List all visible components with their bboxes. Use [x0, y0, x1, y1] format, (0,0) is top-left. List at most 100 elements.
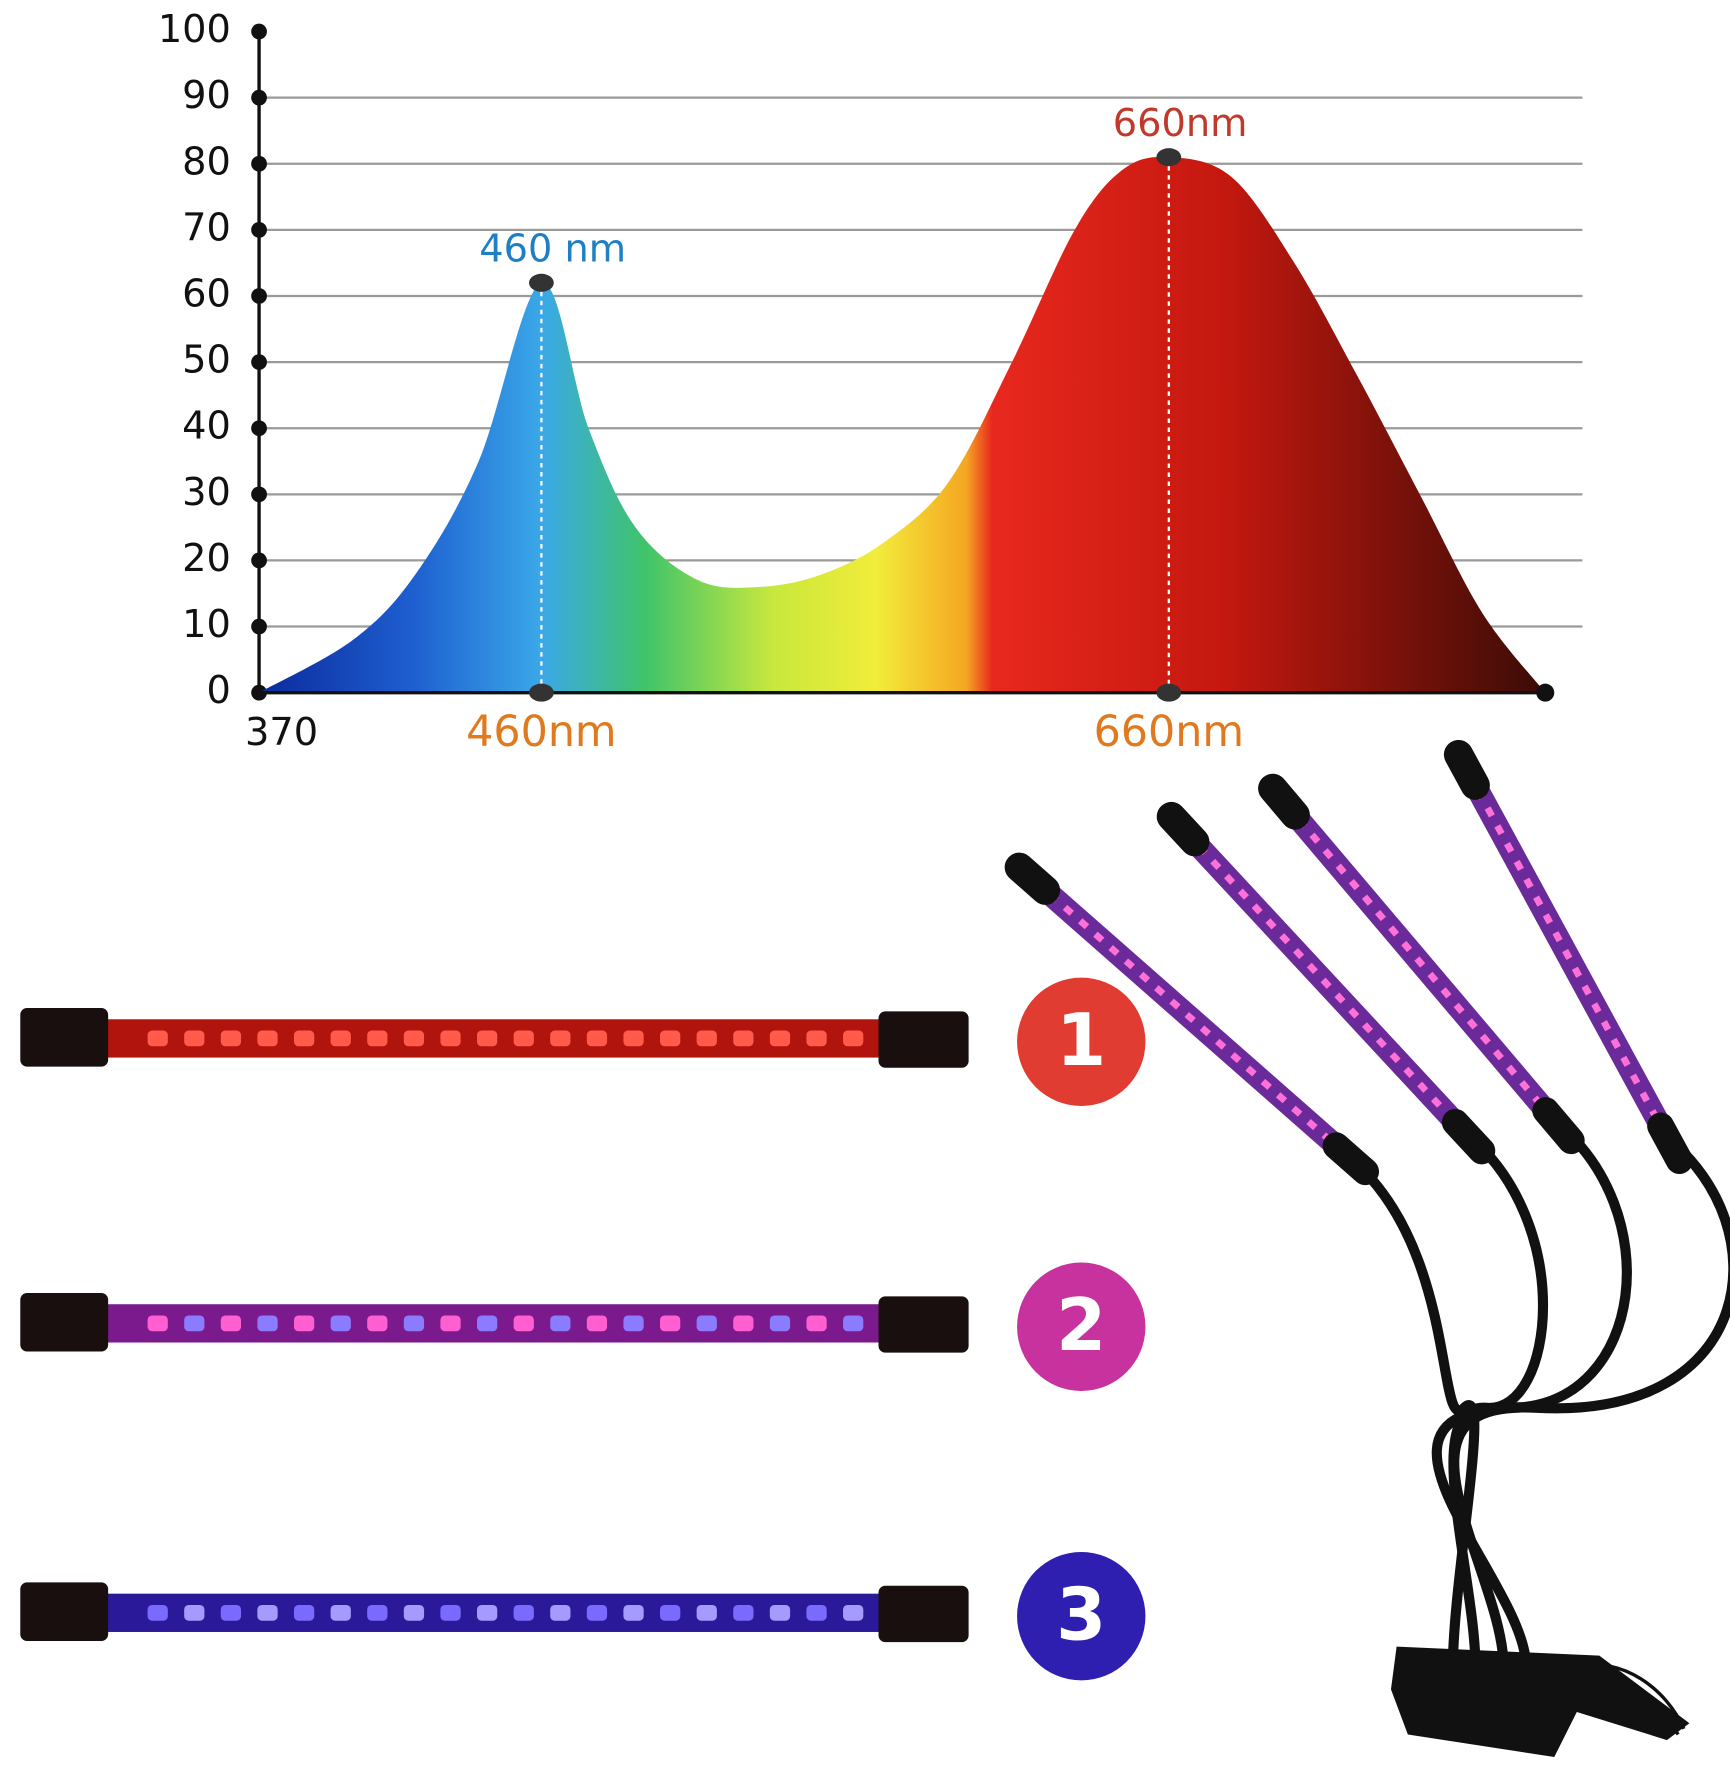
y-tick-label: 80	[182, 139, 231, 184]
led	[696, 1604, 717, 1621]
led	[293, 1315, 315, 1332]
lamp-joint	[1322, 1132, 1380, 1186]
end-cap	[878, 1296, 969, 1353]
end-cap	[878, 1585, 969, 1643]
base-marker	[529, 683, 554, 702]
led	[623, 1604, 644, 1621]
spectrum-area	[259, 156, 1546, 693]
gooseneck	[1449, 1116, 1632, 1667]
led	[476, 1315, 498, 1332]
end-cap	[20, 1008, 109, 1067]
led	[769, 1315, 791, 1332]
lamp-cap	[1156, 801, 1210, 857]
led	[330, 1030, 351, 1047]
led	[843, 1604, 864, 1621]
led	[257, 1315, 278, 1332]
led	[440, 1604, 461, 1621]
led	[586, 1030, 608, 1047]
led	[843, 1030, 864, 1047]
led-bar	[20, 1008, 969, 1068]
led	[184, 1604, 205, 1621]
led	[367, 1030, 388, 1047]
led	[806, 1315, 827, 1332]
peak-marker	[529, 273, 554, 292]
peak-label: 460 nm	[479, 227, 626, 272]
badge	[1017, 1262, 1146, 1391]
lamp-joint	[1441, 1108, 1496, 1165]
led	[147, 1315, 168, 1332]
led	[733, 1030, 754, 1047]
base-marker	[1156, 683, 1182, 702]
peak-label: 660nm	[1113, 101, 1248, 146]
badge-label: 2	[1056, 1283, 1106, 1367]
led	[843, 1315, 864, 1332]
led	[660, 1315, 681, 1332]
y-tick-label: 0	[207, 668, 231, 713]
y-tick-label: 50	[182, 338, 231, 383]
led	[476, 1030, 498, 1047]
led	[257, 1030, 278, 1047]
led	[550, 1604, 571, 1621]
lamp-tube	[1008, 855, 1358, 1166]
led	[440, 1030, 461, 1047]
badge-label: 1	[1056, 998, 1106, 1082]
led	[513, 1315, 534, 1332]
led	[623, 1315, 644, 1332]
y-tick-mark	[251, 23, 267, 40]
led	[367, 1315, 388, 1332]
led	[550, 1315, 571, 1332]
y-tick-label: 100	[158, 7, 231, 52]
lamp-tube	[1447, 743, 1679, 1149]
axis-end-dot	[1536, 683, 1555, 702]
led	[403, 1604, 425, 1621]
led	[403, 1315, 425, 1332]
lamp-tube	[1160, 805, 1476, 1144]
led	[513, 1030, 534, 1047]
y-tick-label: 70	[182, 205, 231, 250]
lamp-joint	[1647, 1112, 1693, 1175]
led	[293, 1604, 315, 1621]
gooseneck	[1342, 1150, 1480, 1667]
x-tick-label: 460nm	[466, 707, 616, 757]
led	[623, 1030, 644, 1047]
led	[293, 1030, 315, 1047]
led	[330, 1604, 351, 1621]
led	[330, 1315, 351, 1332]
led	[660, 1030, 681, 1047]
led	[220, 1030, 242, 1047]
led	[696, 1315, 717, 1332]
lamp-cap	[1443, 739, 1490, 800]
x-tick-label: 370	[245, 710, 318, 755]
led	[147, 1604, 168, 1621]
led	[513, 1604, 534, 1621]
led-bar	[20, 1582, 969, 1643]
led	[403, 1030, 425, 1047]
end-cap	[20, 1292, 109, 1352]
led	[550, 1030, 571, 1047]
led	[586, 1315, 608, 1332]
led	[660, 1604, 681, 1621]
led	[184, 1315, 205, 1332]
led-bar	[20, 1292, 969, 1353]
lamp-tube	[1261, 777, 1566, 1132]
led	[696, 1030, 717, 1047]
led	[147, 1030, 168, 1047]
gooseneck	[1431, 1133, 1730, 1668]
led	[806, 1030, 827, 1047]
led	[806, 1604, 827, 1621]
led	[476, 1604, 498, 1621]
led	[220, 1315, 242, 1332]
end-cap	[20, 1582, 109, 1641]
led	[733, 1315, 754, 1332]
led	[733, 1604, 754, 1621]
badge	[1017, 1552, 1146, 1681]
y-tick-label: 30	[182, 470, 231, 515]
y-tick-label: 60	[182, 271, 231, 316]
led	[257, 1604, 278, 1621]
end-cap	[878, 1011, 969, 1068]
lamp-joint	[1532, 1097, 1585, 1155]
badge-label: 3	[1056, 1573, 1106, 1657]
led	[220, 1604, 242, 1621]
